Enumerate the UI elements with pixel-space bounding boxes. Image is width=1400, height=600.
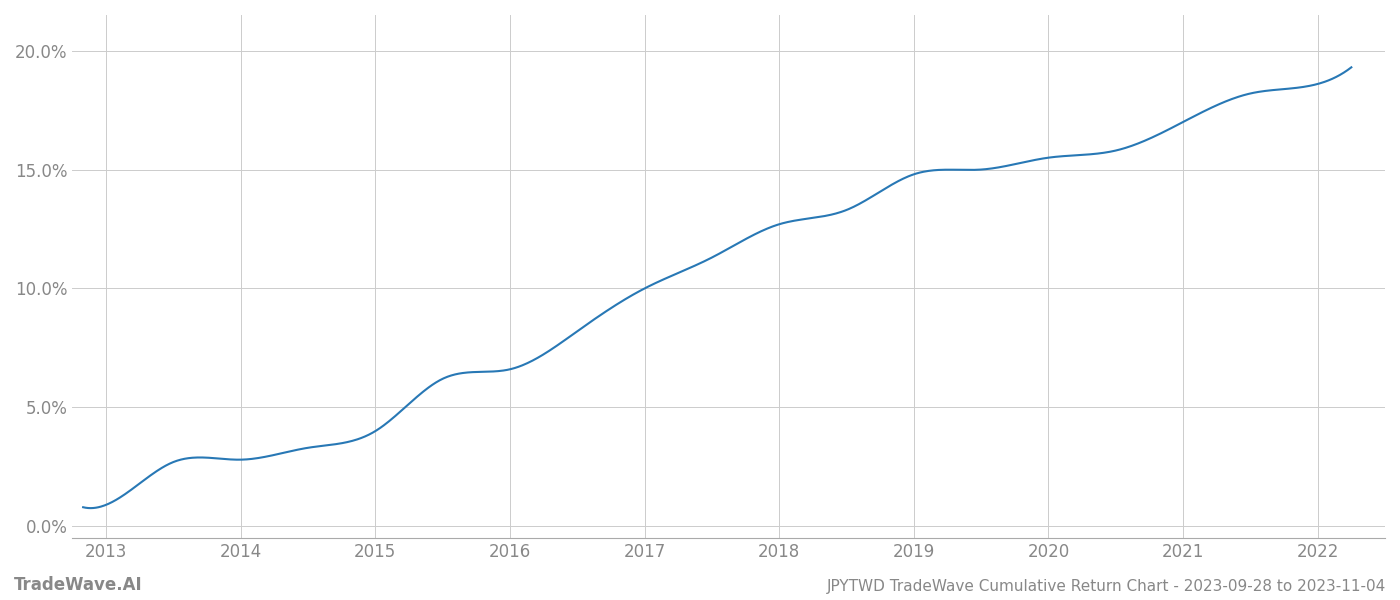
- Text: JPYTWD TradeWave Cumulative Return Chart - 2023-09-28 to 2023-11-04: JPYTWD TradeWave Cumulative Return Chart…: [827, 579, 1386, 594]
- Text: TradeWave.AI: TradeWave.AI: [14, 576, 143, 594]
